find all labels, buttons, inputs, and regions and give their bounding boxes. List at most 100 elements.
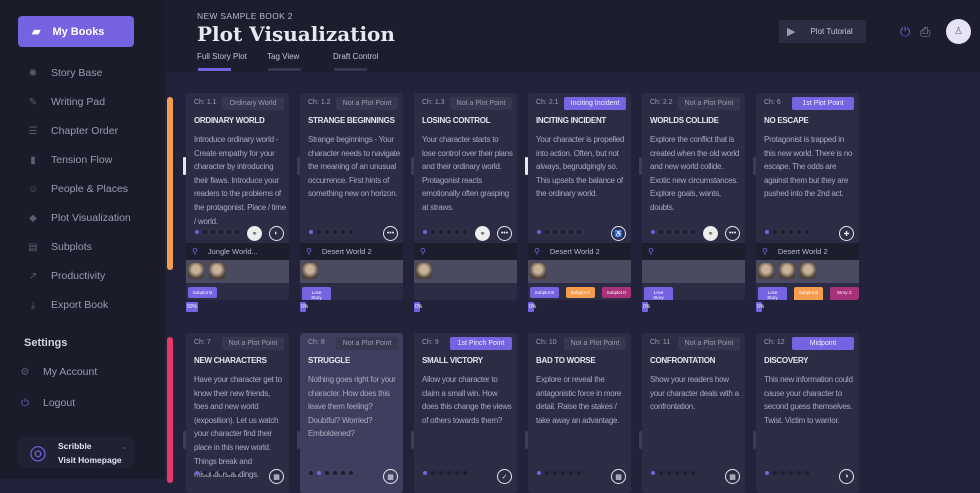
subplot-tag[interactable]: Love Story (644, 287, 673, 300)
draft-dot[interactable] (765, 471, 769, 475)
draft-dot[interactable] (667, 230, 671, 234)
draft-dot[interactable] (691, 230, 695, 234)
chapter-card[interactable]: Ch: 2.1 Inciting Incident INCITING INCIDEN… (528, 93, 631, 300)
draft-dot[interactable] (423, 230, 427, 234)
calendar-icon[interactable]: ▦ (725, 469, 740, 484)
draft-dot[interactable] (537, 230, 541, 234)
more-icon[interactable]: ••• (497, 226, 512, 241)
draft-dot[interactable] (333, 471, 337, 475)
draft-dot[interactable] (553, 230, 557, 234)
plot-point-badge[interactable]: Ordinary World (222, 97, 284, 110)
draft-dot[interactable] (333, 230, 337, 234)
draft-dot[interactable] (651, 471, 655, 475)
tab-tag-view[interactable]: Tag View (267, 52, 301, 71)
drag-handle[interactable] (525, 157, 528, 175)
location-bar[interactable]: ⚲ (414, 243, 517, 260)
plot-point-badge[interactable]: Not a Plot Point (678, 337, 740, 350)
draft-dot[interactable] (309, 230, 313, 234)
draft-dot[interactable] (553, 471, 557, 475)
half-circle-icon[interactable]: ◑ (839, 469, 854, 484)
plot-point-badge[interactable]: Not a Plot Point (564, 337, 626, 350)
drag-handle[interactable] (297, 431, 300, 449)
draft-dot[interactable] (789, 230, 793, 234)
check-icon[interactable]: ✓ (497, 469, 512, 484)
draft-dot[interactable] (797, 471, 801, 475)
drag-handle[interactable] (183, 431, 186, 449)
sidebar-item-tension-flow[interactable]: ▮ Tension Flow (28, 154, 112, 166)
draft-dot[interactable] (317, 471, 321, 475)
chapter-card[interactable]: Ch: 2.2 Not a Plot Point WORLDS COLLIDE Exp… (642, 93, 745, 300)
draft-dot[interactable] (431, 471, 435, 475)
subplot-tag[interactable]: Subplot B (530, 287, 559, 298)
draft-dot[interactable] (423, 471, 427, 475)
plot-point-badge[interactable]: Not a Plot Point (222, 337, 284, 350)
subplot-tag[interactable]: Love Story (302, 287, 331, 300)
link-icon[interactable]: ⚭ (247, 226, 262, 241)
character-avatar[interactable] (779, 263, 795, 279)
character-avatar[interactable] (800, 263, 816, 279)
draft-dot[interactable] (683, 230, 687, 234)
person-icon[interactable]: ♿ (611, 226, 626, 241)
draft-dot[interactable] (325, 471, 329, 475)
draft-dot[interactable] (773, 471, 777, 475)
drag-handle[interactable] (753, 431, 756, 449)
draft-dot[interactable] (195, 471, 199, 475)
draft-dot[interactable] (227, 471, 231, 475)
sidebar-item-export-book[interactable]: ⤓ Export Book (28, 299, 108, 311)
location-bar[interactable]: ⚲ Jungle World... (186, 243, 289, 260)
location-bar[interactable]: ⚲ (642, 243, 745, 260)
sidebar-item-productivity[interactable]: ↗ Productivity (28, 270, 105, 282)
draft-dot[interactable] (211, 471, 215, 475)
chapter-card[interactable]: Ch: 1.1 Ordinary World ORDINARY WORLD Intro… (186, 93, 289, 300)
draft-dot[interactable] (675, 471, 679, 475)
tab-full-story-plot[interactable]: Full Story Plot (197, 52, 247, 71)
draft-dot[interactable] (537, 471, 541, 475)
draft-dot[interactable] (781, 230, 785, 234)
draft-dot[interactable] (789, 471, 793, 475)
draft-dot[interactable] (455, 471, 459, 475)
plot-point-badge[interactable]: Not a Plot Point (678, 97, 740, 110)
draft-dot[interactable] (667, 471, 671, 475)
draft-dot[interactable] (211, 230, 215, 234)
plot-point-badge[interactable]: Inciting Incident (564, 97, 626, 110)
draft-dot[interactable] (561, 471, 565, 475)
chapter-card[interactable]: Ch: 8 Not a Plot Point STRUGGLE Nothing goe… (300, 333, 403, 493)
draft-dot[interactable] (439, 230, 443, 234)
draft-dot[interactable] (341, 471, 345, 475)
draft-dot[interactable] (455, 230, 459, 234)
drag-handle[interactable] (639, 431, 642, 449)
draft-dot[interactable] (805, 471, 809, 475)
more-icon[interactable]: ••• (383, 226, 398, 241)
draft-dot[interactable] (431, 230, 435, 234)
my-books-button[interactable]: ▰ My Books (18, 16, 134, 47)
calendar-icon[interactable]: ▦ (383, 469, 398, 484)
calendar-icon[interactable]: ▦ (269, 469, 284, 484)
draft-dot[interactable] (545, 471, 549, 475)
draft-dot[interactable] (651, 230, 655, 234)
draft-dot[interactable] (219, 230, 223, 234)
plot-tutorial-button[interactable]: ▶ Plot Tutorial (779, 20, 866, 43)
power-icon[interactable]: ⏻ (900, 24, 911, 39)
draft-dot[interactable] (439, 471, 443, 475)
tab-draft-control[interactable]: Draft Control (333, 52, 378, 71)
drag-handle[interactable] (297, 157, 300, 175)
sidebar-item-plot-visualization[interactable]: ◆ Plot Visualization (28, 212, 131, 224)
chapter-card[interactable]: Ch: 11 Not a Plot Point CONFRONTATION Show … (642, 333, 745, 493)
chapter-card[interactable]: Ch: 10 Not a Plot Point BAD TO WORSE Explor… (528, 333, 631, 493)
draft-dot[interactable] (203, 471, 207, 475)
drag-handle[interactable] (411, 431, 414, 449)
subplot-tag[interactable]: Subplot B (794, 287, 823, 300)
draft-dot[interactable] (341, 230, 345, 234)
character-avatar[interactable] (416, 263, 432, 279)
location-bar[interactable]: ⚲ Desert World 2 (300, 243, 403, 260)
calendar-icon[interactable]: ▦ (611, 469, 626, 484)
subplot-tag[interactable]: Subplot D (602, 287, 631, 298)
draft-dot[interactable] (675, 230, 679, 234)
sidebar-item-logout[interactable]: ⏻ Logout (20, 397, 75, 409)
draft-dot[interactable] (447, 471, 451, 475)
draft-dot[interactable] (781, 471, 785, 475)
chapter-card[interactable]: Ch: 1.3 Not a Plot Point LOSING CONTROL You… (414, 93, 517, 300)
drag-handle[interactable] (411, 157, 414, 175)
subplot-tag[interactable]: Story C (830, 287, 859, 300)
print-icon[interactable]: ⎙ (920, 24, 931, 39)
